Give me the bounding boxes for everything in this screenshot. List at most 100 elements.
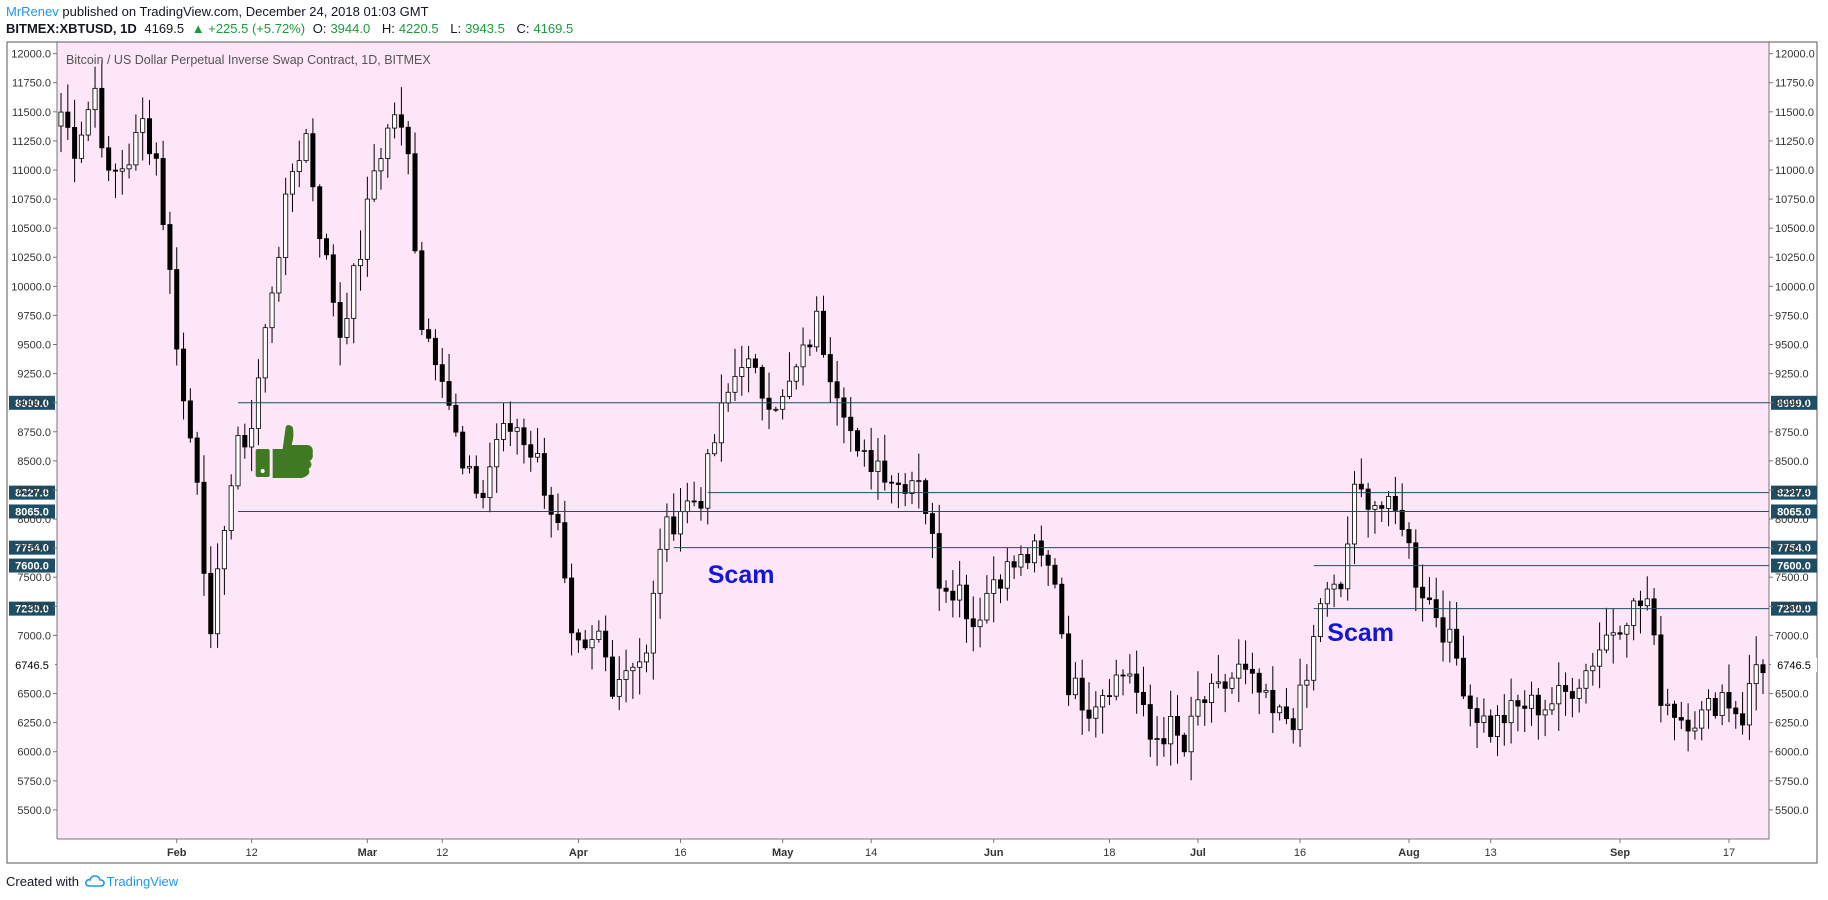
candle	[65, 84, 71, 140]
candle	[92, 66, 98, 128]
candle-body	[385, 127, 391, 159]
candle-body	[1637, 600, 1643, 607]
candle	[1120, 669, 1126, 696]
candle-body	[1372, 505, 1378, 510]
y-tick-label-left: 11500.0	[12, 107, 51, 119]
candle-body	[1066, 633, 1072, 696]
candle	[1290, 707, 1296, 744]
last-price-box-right	[1771, 657, 1817, 672]
tradingview-brand[interactable]: TradingView	[106, 874, 179, 889]
y-tick-label-left: 8500.0	[17, 456, 51, 468]
y-tick-label-right: 12000.0	[1775, 49, 1815, 61]
published-text: published on TradingView.com, December 2…	[62, 4, 429, 19]
y-tick-label-left: 6250.0	[17, 718, 51, 730]
candle	[283, 177, 289, 276]
candle-body	[133, 131, 139, 166]
candle	[181, 332, 187, 420]
candle-body	[1188, 715, 1194, 753]
candle-body	[1624, 625, 1630, 635]
candle	[1256, 668, 1262, 715]
candle-body	[1631, 600, 1637, 626]
candle-body	[1290, 718, 1296, 731]
candle-body	[1719, 692, 1725, 716]
y-tick-label-left: 9500.0	[17, 340, 51, 352]
candle-body	[126, 164, 132, 170]
candle	[868, 427, 874, 490]
candle-body	[1161, 738, 1167, 745]
candle-body	[1685, 719, 1691, 732]
price-change: ▲ +225.5 (+5.72%)	[191, 21, 306, 36]
candle	[1195, 671, 1201, 726]
footer: Created with TradingView	[6, 874, 178, 890]
y-tick-label-right: 9250.0	[1775, 369, 1809, 381]
candle	[1134, 650, 1140, 714]
hline-label-left: 8227.0	[15, 488, 49, 500]
candle-body	[1617, 632, 1623, 635]
candle	[895, 472, 901, 509]
candle	[1345, 516, 1351, 601]
candle-body	[1304, 679, 1310, 686]
candle	[671, 493, 677, 541]
candle	[1535, 687, 1541, 740]
candle-body	[1045, 554, 1051, 566]
candle-body	[310, 133, 316, 188]
candle	[364, 176, 370, 277]
candle	[466, 455, 472, 474]
candle	[215, 543, 221, 648]
hline-label-left-box	[9, 395, 55, 410]
y-tick-label-right: 9000.0	[1775, 398, 1809, 410]
y-tick-label-left: 7000.0	[17, 630, 51, 642]
candle	[603, 615, 609, 672]
candle	[1726, 664, 1732, 723]
horizontal-lines-layer: 8999.0 8999.0 8227.0 8227.0 8065.0 8065.0 7754…	[9, 395, 1817, 616]
candle	[1651, 588, 1657, 645]
candle-body	[364, 198, 370, 260]
candle	[698, 487, 704, 521]
candle	[773, 406, 779, 413]
candle	[1365, 482, 1371, 538]
candle	[439, 348, 445, 398]
candle-body	[814, 310, 820, 348]
candle	[1569, 677, 1575, 718]
y-tick-label-left: 10000.0	[11, 281, 51, 293]
candle-body	[1249, 668, 1255, 674]
candle	[1542, 699, 1548, 737]
candle	[943, 580, 949, 603]
candle-body	[1093, 706, 1099, 719]
candle-body	[1501, 714, 1507, 724]
candle	[1175, 695, 1181, 764]
candle-body	[1399, 509, 1405, 530]
hline-label-left: 7230.0	[15, 604, 49, 616]
candle-body	[1692, 727, 1698, 732]
candle	[126, 143, 132, 179]
candle	[575, 628, 581, 653]
candle	[392, 102, 398, 139]
candle	[1106, 679, 1112, 706]
candle	[140, 97, 146, 161]
candle	[1590, 652, 1596, 686]
candle	[882, 434, 888, 491]
candle-body	[1209, 682, 1215, 703]
candle	[1100, 689, 1106, 734]
candle-body	[528, 444, 534, 458]
y-tick-label-right: 11750.0	[1775, 78, 1814, 90]
candle-body	[1563, 685, 1569, 692]
candle	[535, 428, 541, 463]
candle-body	[725, 391, 731, 404]
candle-body	[1494, 714, 1500, 737]
ohlc-line: BITMEX:XBTUSD, 1D 4169.5 ▲ +225.5 (+5.72…	[6, 21, 581, 36]
candle	[1549, 687, 1555, 715]
y-tick-label-right: 7500.0	[1775, 572, 1809, 584]
horizontal-line: 8227.0 8227.0	[9, 485, 1817, 500]
author-name[interactable]: MrRenev	[6, 4, 59, 19]
thumbs-up-hand	[272, 425, 313, 479]
candle	[861, 439, 867, 467]
candle	[487, 442, 493, 513]
candle	[889, 475, 895, 504]
candle	[664, 503, 670, 562]
candle	[242, 423, 248, 459]
hline-label-right: 8065.0	[1777, 506, 1811, 518]
candle-body	[276, 257, 282, 294]
candle-body	[548, 494, 554, 515]
